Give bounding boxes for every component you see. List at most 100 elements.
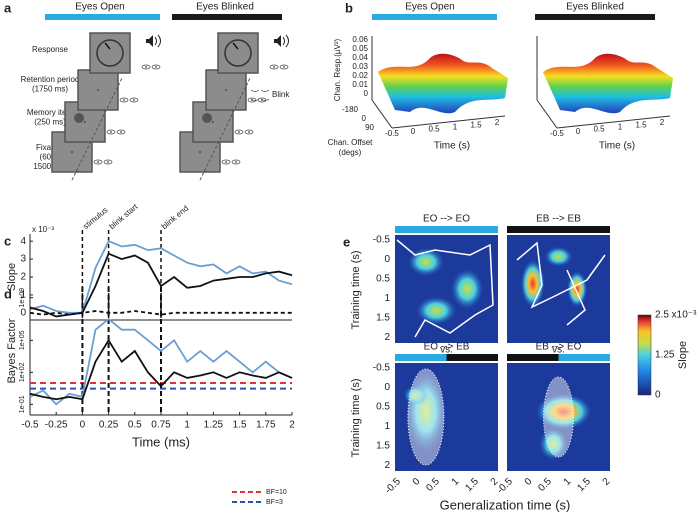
offset-tick-label: 0 bbox=[362, 114, 367, 123]
y-tick-label: 1 bbox=[384, 293, 390, 304]
blink-eye bbox=[250, 98, 260, 101]
eye-icon bbox=[116, 129, 126, 135]
blink-label: Blink bbox=[272, 90, 290, 99]
title-bar bbox=[558, 354, 610, 361]
eye-pupil bbox=[145, 66, 147, 68]
x-tick-label: 0 bbox=[411, 476, 423, 488]
significance-contour bbox=[396, 239, 494, 338]
title-bar bbox=[446, 354, 498, 361]
time-axis bbox=[556, 115, 671, 129]
y-tick-label: 0 bbox=[20, 307, 26, 318]
vs-label: vs. bbox=[440, 345, 453, 356]
offset-axis bbox=[371, 99, 393, 129]
eye-icon bbox=[119, 97, 129, 103]
stage-label: Fixation bbox=[36, 143, 64, 152]
x-tick-label: 1 bbox=[184, 420, 190, 431]
y-tick-label: 3 bbox=[20, 254, 26, 265]
x-tick-label: 0 bbox=[80, 420, 86, 431]
eye-pupil bbox=[123, 99, 125, 101]
x-tick-label: 0.5 bbox=[424, 476, 442, 494]
time-tick-label: -0.5 bbox=[550, 129, 564, 138]
significance-mask bbox=[407, 368, 445, 466]
eye-pupil bbox=[107, 161, 109, 163]
colorbar bbox=[637, 314, 652, 396]
x-tick-label: 1.5 bbox=[463, 476, 481, 494]
x-tick-label: 2 bbox=[289, 420, 295, 431]
response-surface bbox=[543, 53, 673, 114]
legend-label: BF=3 bbox=[266, 499, 283, 506]
z-tick-label: 0.02 bbox=[352, 71, 368, 80]
stage-label: Memory item bbox=[27, 108, 74, 117]
response-wheel bbox=[224, 39, 252, 67]
response-wheel bbox=[96, 39, 124, 67]
y-tick-label: 4 bbox=[20, 236, 26, 247]
z-tick-label: 0 bbox=[364, 89, 369, 98]
y-tick-label: 0.5 bbox=[376, 402, 390, 413]
y-axis-label: Training time (s) bbox=[350, 378, 362, 457]
colorbar-tick-label: 1.25 bbox=[655, 350, 675, 361]
x-tick-label: -0.25 bbox=[45, 420, 68, 431]
eye-pupil bbox=[110, 131, 112, 133]
axis-label: Chan. Resp.(µV²) bbox=[333, 38, 342, 101]
x-tick-label: 1.25 bbox=[204, 420, 224, 431]
sound-waves bbox=[154, 34, 161, 48]
y-axis-label: Slope bbox=[6, 263, 18, 291]
eye-pupil bbox=[238, 131, 240, 133]
axis-label: Time (s) bbox=[434, 141, 470, 152]
y-axis-label: Training time (s) bbox=[350, 250, 362, 329]
map-title: EO --> EB bbox=[424, 342, 470, 353]
map-title: EB --> EO bbox=[536, 342, 582, 353]
x-tick-label: 0 bbox=[523, 476, 535, 488]
eye-pupil bbox=[225, 161, 227, 163]
panel-label: a bbox=[4, 0, 12, 15]
x-tick-label: -0.5 bbox=[21, 420, 39, 431]
blink-eye bbox=[250, 89, 260, 92]
x-tick-label: 1.75 bbox=[256, 420, 276, 431]
eye-pupil bbox=[283, 66, 285, 68]
y-tick-label: -0.5 bbox=[373, 363, 391, 374]
significance-contour bbox=[516, 241, 606, 326]
time-tick-label: 0 bbox=[411, 127, 416, 136]
x-axis-label: Generalization time (s) bbox=[440, 497, 571, 512]
y-tick-label: 1 bbox=[384, 421, 390, 432]
time-tick-label: 0.5 bbox=[428, 125, 440, 134]
heat-region bbox=[416, 296, 457, 325]
x-tick-label: -0.5 bbox=[383, 476, 403, 496]
eye-pupil bbox=[120, 131, 122, 133]
y-tick-label: -0.5 bbox=[373, 235, 391, 246]
time-tick-label: 0.5 bbox=[593, 125, 605, 134]
title-bar bbox=[446, 226, 498, 233]
blink-eye bbox=[260, 98, 270, 101]
eye-icon bbox=[247, 97, 257, 103]
time-axis bbox=[391, 115, 506, 129]
heat-region bbox=[539, 428, 568, 460]
time-tick-label: 0 bbox=[576, 127, 581, 136]
fixation-dot bbox=[199, 151, 201, 153]
condition-header: Eyes Blinked bbox=[566, 2, 624, 13]
speaker-icon bbox=[274, 35, 281, 47]
eye-icon bbox=[244, 129, 254, 135]
eye-icon bbox=[279, 64, 289, 70]
x-tick-label: 1.5 bbox=[233, 420, 247, 431]
y-tick-label: 1e+09 bbox=[19, 288, 26, 308]
event-label: blink end bbox=[160, 204, 190, 231]
x-tick-label: -0.5 bbox=[495, 476, 515, 496]
x-tick-label: 0.25 bbox=[99, 420, 119, 431]
eye-icon bbox=[269, 64, 279, 70]
sound-waves bbox=[282, 34, 289, 48]
x-tick-label: 2 bbox=[601, 476, 613, 488]
condition-bar bbox=[535, 14, 655, 20]
condition-header: Eyes Open bbox=[405, 2, 454, 13]
z-tick-label: 0.06 bbox=[352, 35, 368, 44]
panel-label: d bbox=[4, 286, 12, 301]
heat-region bbox=[403, 385, 428, 406]
title-bar bbox=[395, 226, 447, 233]
heat-region bbox=[451, 269, 484, 309]
y-axis-label: Bayes Factor bbox=[6, 318, 18, 383]
time-tick-label: 1 bbox=[618, 123, 623, 132]
stage-label: 1500 ms) bbox=[33, 162, 67, 171]
blink-eye bbox=[260, 89, 270, 92]
data-line bbox=[29, 240, 293, 314]
fixation-dot bbox=[225, 89, 227, 91]
